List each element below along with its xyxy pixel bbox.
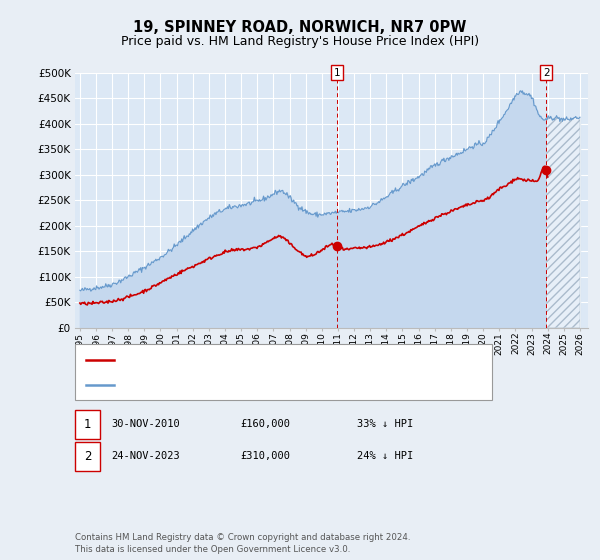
Text: 19, SPINNEY ROAD, NORWICH, NR7 0PW: 19, SPINNEY ROAD, NORWICH, NR7 0PW [133, 20, 467, 35]
Text: 2: 2 [84, 450, 91, 463]
Text: 24% ↓ HPI: 24% ↓ HPI [357, 451, 413, 461]
Text: 24-NOV-2023: 24-NOV-2023 [111, 451, 180, 461]
Text: £310,000: £310,000 [240, 451, 290, 461]
Text: 33% ↓ HPI: 33% ↓ HPI [357, 419, 413, 430]
Text: 2: 2 [543, 68, 550, 78]
Text: 1: 1 [84, 418, 91, 431]
Text: HPI: Average price, detached house, Broadland: HPI: Average price, detached house, Broa… [118, 380, 353, 390]
Text: £160,000: £160,000 [240, 419, 290, 430]
Text: 19, SPINNEY ROAD, NORWICH, NR7 0PW (detached house): 19, SPINNEY ROAD, NORWICH, NR7 0PW (deta… [118, 355, 410, 365]
Text: Price paid vs. HM Land Registry's House Price Index (HPI): Price paid vs. HM Land Registry's House … [121, 35, 479, 48]
Text: 30-NOV-2010: 30-NOV-2010 [111, 419, 180, 430]
Text: Contains HM Land Registry data © Crown copyright and database right 2024.
This d: Contains HM Land Registry data © Crown c… [75, 533, 410, 554]
Text: 1: 1 [334, 68, 340, 78]
